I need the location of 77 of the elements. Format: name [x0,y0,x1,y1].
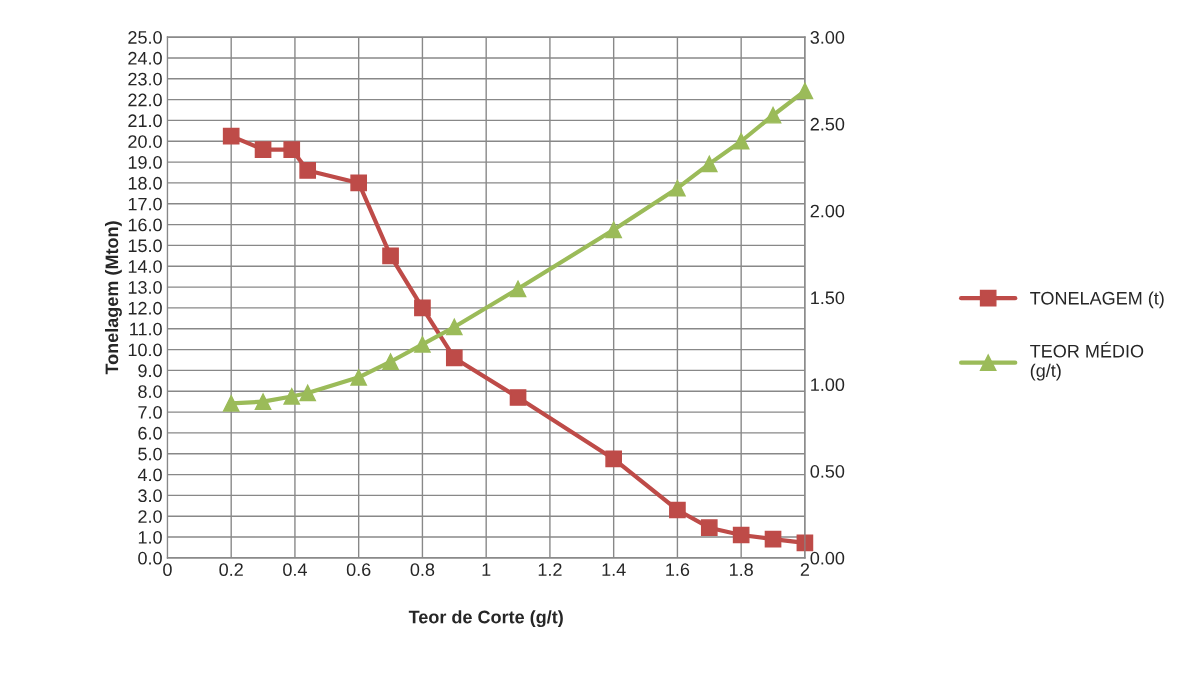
point [605,450,623,468]
y2-tick-label: 2.50 [810,117,845,131]
y2-tick-label: 2.00 [810,204,845,218]
point [732,132,750,150]
x-tick-label: 1.2 [538,563,562,576]
x-tick-label: 2 [800,563,810,576]
y-tick-label: 14.0 [128,260,162,273]
point [222,395,240,412]
y-axis-title: Tonelagem (Mton) [104,221,122,375]
x-tick-label: 0 [163,563,172,577]
x-tick-label: 0.4 [283,563,307,577]
point [509,280,527,298]
point [382,353,399,371]
x-tick-label: 0.6 [346,563,371,577]
y-tick-label: 6.0 [138,426,162,440]
point [669,179,686,197]
point [283,388,301,405]
point [700,519,718,537]
point [445,349,463,367]
x-tick-label: 1.4 [602,563,626,576]
y-tick-label: 1.0 [138,531,162,544]
x-tick-label: 1.6 [666,563,690,577]
point [299,162,317,179]
point [605,221,623,239]
point [299,384,317,402]
point [350,369,368,386]
point [350,174,368,192]
x-tick-label: 1 [482,563,491,576]
y2-tick-label: 0.00 [810,551,845,565]
y-tick-label: 20.0 [128,135,162,148]
y-tick-label: 13.0 [128,281,162,294]
y-tick-label: 11.0 [130,322,162,336]
y-tick-label: 22.0 [128,93,162,107]
y-tick-label: 3.0 [138,489,162,503]
y-tick-label: 2.0 [138,510,162,523]
x-tick-label: 1.8 [729,563,753,577]
point [414,299,431,317]
point [764,530,782,548]
point [254,393,272,410]
x-tick-label: 0.2 [219,563,243,577]
y-tick-label: 7.0 [138,406,162,419]
point [669,501,686,519]
point [764,106,782,124]
y-tick-label: 17.0 [128,197,162,211]
legend-label: TONELAGEM (t) [1030,291,1164,309]
y-tick-label: 16.0 [128,218,162,232]
y-tick-label: 24.0 [128,51,162,65]
y-tick-label: 9.0 [138,364,162,378]
point [382,247,399,265]
point [509,389,527,406]
y-tick-label: 12.0 [128,301,162,315]
y-tick-label: 19.0 [128,156,162,169]
x-tick-label: 0.8 [410,563,435,577]
point [414,336,431,353]
y-tick-label: 10.0 [128,343,162,357]
y-tick-label: 18.0 [128,176,162,190]
y2-tick-label: 0.50 [810,465,845,478]
point [222,127,240,145]
y2-tick-label: 3.00 [810,31,845,44]
y2-tick-label: 1.00 [811,378,845,392]
legend-label: TEOR MÉDIO (g/t) [1030,341,1144,381]
x-axis-title: Teor de Corte (g/t) [408,610,563,628]
y-tick-label: 8.0 [138,385,162,398]
point [254,141,272,158]
y-tick-label: 0.0 [138,551,162,565]
y-tick-label: 15.0 [128,239,162,253]
y-tick-label: 5.0 [138,447,162,461]
y-tick-label: 4.0 [137,468,162,482]
y-tick-label: 23.0 [128,72,162,86]
point [283,141,301,158]
point [732,526,750,544]
y-tick-label: 25.0 [128,31,162,44]
y2-tick-label: 1.50 [811,291,845,305]
y-tick-label: 21.0 [128,114,162,128]
point [796,82,814,100]
point [700,155,718,173]
point [445,318,463,336]
